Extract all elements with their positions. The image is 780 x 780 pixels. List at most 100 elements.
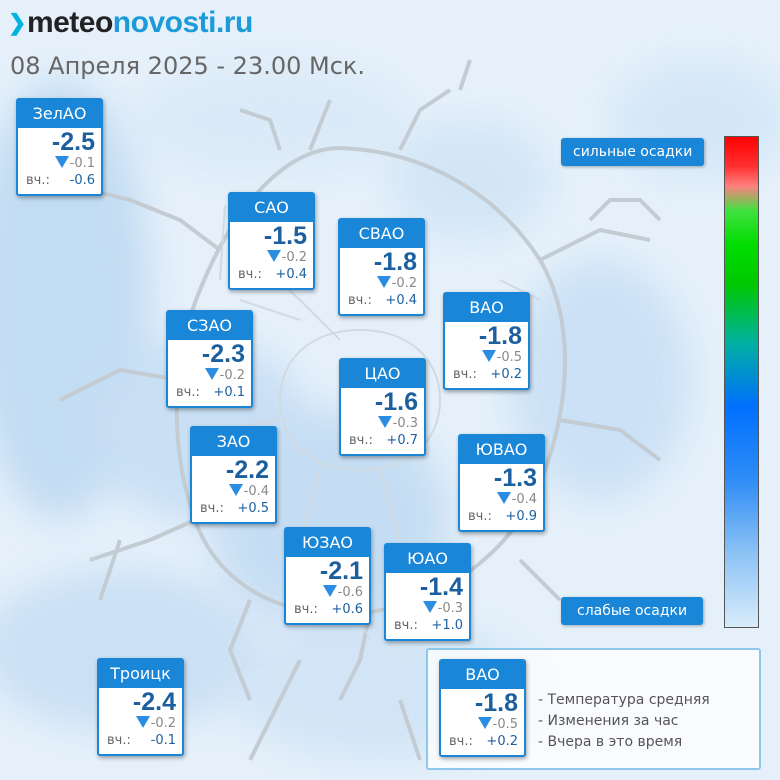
district-temperature: -1.3 xyxy=(493,464,537,492)
yesterday-value: -0.6 xyxy=(69,173,95,188)
district-temperature: -1.5 xyxy=(263,222,307,250)
district-card-yuvao: ЮВАО -1.3 -0.4 вч.: +0.9 xyxy=(458,434,545,532)
district-name: ЗАО xyxy=(192,428,275,456)
yesterday-label: вч.: xyxy=(449,734,473,749)
district-temperature: -1.6 xyxy=(374,388,418,416)
yesterday-row: вч.: +0.9 xyxy=(460,508,543,526)
district-temperature: -2.1 xyxy=(319,557,363,585)
yesterday-value: +0.7 xyxy=(386,433,418,448)
yesterday-value: +0.5 xyxy=(237,501,269,516)
triangle-down-icon xyxy=(376,276,391,288)
yesterday-row: вч.: -0.1 xyxy=(99,732,182,750)
district-name: ВАО xyxy=(445,294,528,322)
triangle-down-icon xyxy=(496,492,511,504)
yesterday-row: вч.: +0.4 xyxy=(340,292,423,310)
hourly-change: -0.5 xyxy=(441,716,524,733)
triangle-down-icon xyxy=(204,368,219,380)
yesterday-row: вч.: +0.7 xyxy=(341,432,424,450)
yesterday-value: +0.2 xyxy=(486,734,518,749)
hourly-change: -0.2 xyxy=(340,275,423,292)
yesterday-value: +0.2 xyxy=(490,367,522,382)
triangle-down-icon xyxy=(481,350,496,362)
hourly-change-value: -0.3 xyxy=(437,601,463,616)
yesterday-label: вч.: xyxy=(294,602,318,617)
hourly-change-value: -0.2 xyxy=(391,276,417,291)
triangle-down-icon xyxy=(228,484,243,496)
district-temperature: -2.3 xyxy=(201,340,245,368)
yesterday-label: вч.: xyxy=(107,733,131,748)
hourly-change: -0.2 xyxy=(99,715,182,732)
triangle-down-icon xyxy=(477,717,492,729)
district-card-sao: САО -1.5 -0.2 вч.: +0.4 xyxy=(228,192,315,290)
yesterday-value: +0.1 xyxy=(213,385,245,400)
district-name: ЮВАО xyxy=(460,436,543,464)
district-card-cao: ЦАО -1.6 -0.3 вч.: +0.7 xyxy=(339,358,426,456)
yesterday-value: -0.1 xyxy=(150,733,176,748)
hourly-change-value: -0.5 xyxy=(496,350,522,365)
hourly-change-value: -0.4 xyxy=(511,492,537,507)
district-temperature: -1.4 xyxy=(419,573,463,601)
hourly-change-value: -0.2 xyxy=(281,250,307,265)
yesterday-label: вч.: xyxy=(349,433,373,448)
legend-note-temperature: - Температура средняя xyxy=(538,692,710,708)
hourly-change: -0.3 xyxy=(386,600,469,617)
hourly-change: -0.5 xyxy=(445,349,528,366)
logo-text-meteo: meteo xyxy=(26,6,113,39)
hourly-change: -0.2 xyxy=(230,249,313,266)
triangle-down-icon xyxy=(377,416,392,428)
yesterday-value: +1.0 xyxy=(431,618,463,633)
district-name: ЦАО xyxy=(341,360,424,388)
yesterday-row: вч.: +0.1 xyxy=(168,384,251,402)
logo-mark-icon: ❯ xyxy=(8,10,26,35)
legend-notes: - Температура средняя - Изменения за час… xyxy=(538,690,710,753)
precipitation-scale-bar xyxy=(724,136,759,628)
hourly-change-value: -0.5 xyxy=(492,717,518,732)
yesterday-label: вч.: xyxy=(238,267,262,282)
district-name: ВАО xyxy=(441,661,524,689)
yesterday-row: вч.: +0.4 xyxy=(230,266,313,284)
district-name: Троицк xyxy=(99,660,182,688)
hourly-change: -0.1 xyxy=(18,155,101,172)
district-name: ЮЗАО xyxy=(286,529,369,557)
district-temperature: -1.8 xyxy=(474,689,518,717)
hourly-change-value: -0.2 xyxy=(150,716,176,731)
hourly-change: -0.3 xyxy=(341,415,424,432)
scale-label-heavy: сильные осадки xyxy=(561,138,705,166)
logo-text-novosti: novosti.ru xyxy=(112,6,254,39)
district-card-svao: СВАО -1.8 -0.2 вч.: +0.4 xyxy=(338,218,425,316)
triangle-down-icon xyxy=(135,716,150,728)
yesterday-row: вч.: +0.2 xyxy=(441,733,524,751)
hourly-change-value: -0.4 xyxy=(243,484,269,499)
yesterday-label: вч.: xyxy=(200,501,224,516)
district-temperature: -2.4 xyxy=(132,688,176,716)
triangle-down-icon xyxy=(322,585,337,597)
district-card-zelao: ЗелАО -2.5 -0.1 вч.: -0.6 xyxy=(16,98,103,196)
district-name: СВАО xyxy=(340,220,423,248)
yesterday-value: +0.4 xyxy=(275,267,307,282)
yesterday-label: вч.: xyxy=(348,293,372,308)
hourly-change-value: -0.6 xyxy=(337,585,363,600)
district-card-vao: ВАО -1.8 -0.5 вч.: +0.2 xyxy=(443,292,530,390)
scale-label-light: слабые осадки xyxy=(561,597,704,625)
district-temperature: -1.8 xyxy=(373,248,417,276)
yesterday-row: вч.: +0.2 xyxy=(445,366,528,384)
hourly-change-value: -0.3 xyxy=(392,416,418,431)
triangle-down-icon xyxy=(54,156,69,168)
district-name: ЗелАО xyxy=(18,100,101,128)
hourly-change: -0.2 xyxy=(168,367,251,384)
yesterday-row: вч.: +1.0 xyxy=(386,617,469,635)
yesterday-row: вч.: -0.6 xyxy=(18,172,101,190)
hourly-change-value: -0.1 xyxy=(69,156,95,171)
forecast-datetime: 08 Апреля 2025 - 23.00 Мск. xyxy=(10,52,366,80)
triangle-down-icon xyxy=(266,250,281,262)
district-card-yuzao: ЮЗАО -2.1 -0.6 вч.: +0.6 xyxy=(284,527,371,625)
yesterday-row: вч.: +0.6 xyxy=(286,601,369,619)
triangle-down-icon xyxy=(422,601,437,613)
yesterday-value: +0.4 xyxy=(385,293,417,308)
legend-box: ВАО -1.8 -0.5 вч.: +0.2 - Температура сре… xyxy=(426,648,761,770)
yesterday-value: +0.6 xyxy=(331,602,363,617)
yesterday-label: вч.: xyxy=(26,173,50,188)
district-card-yuao: ЮАО -1.4 -0.3 вч.: +1.0 xyxy=(384,543,471,641)
hourly-change-value: -0.2 xyxy=(219,368,245,383)
yesterday-value: +0.9 xyxy=(505,509,537,524)
